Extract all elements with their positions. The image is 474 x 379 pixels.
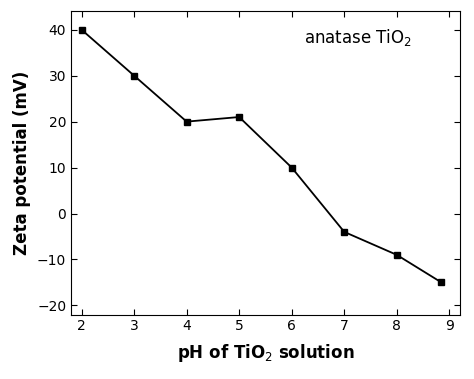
X-axis label: pH of TiO$_2$ solution: pH of TiO$_2$ solution [177, 342, 354, 364]
Y-axis label: Zeta potential (mV): Zeta potential (mV) [13, 71, 31, 255]
Text: anatase TiO$_2$: anatase TiO$_2$ [304, 27, 412, 47]
